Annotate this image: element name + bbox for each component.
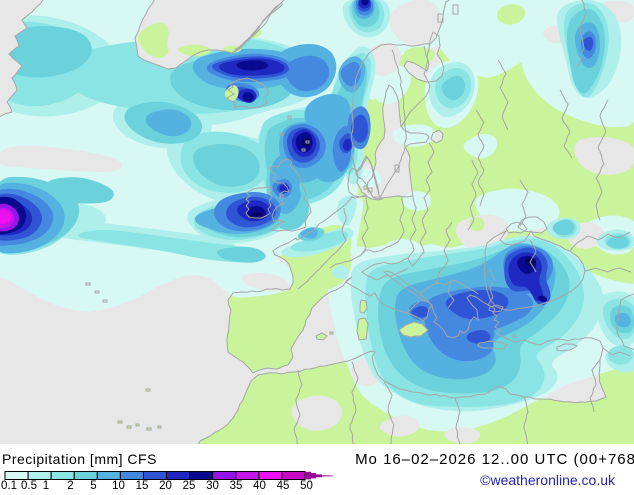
svg-text:20: 20 (159, 480, 172, 490)
svg-text:5: 5 (90, 480, 96, 490)
svg-text:0.1: 0.1 (1, 480, 17, 490)
svg-text:30: 30 (206, 480, 219, 490)
svg-text:0.5: 0.5 (21, 480, 37, 490)
svg-text:©weatheronline.co.uk: ©weatheronline.co.uk (480, 472, 616, 488)
svg-text:Mo 16–02–2026 12..00 UTC (00+7: Mo 16–02–2026 12..00 UTC (00+768 (355, 451, 634, 468)
svg-text:10: 10 (112, 480, 125, 490)
svg-text:45: 45 (277, 480, 290, 490)
svg-text:35: 35 (230, 480, 243, 490)
svg-text:1: 1 (43, 480, 49, 490)
svg-text:50: 50 (300, 480, 313, 490)
svg-text:25: 25 (183, 480, 196, 490)
svg-text:15: 15 (136, 480, 149, 490)
svg-text:Precipitation [mm] CFS: Precipitation [mm] CFS (2, 451, 157, 467)
svg-text:2: 2 (67, 480, 73, 490)
svg-text:40: 40 (253, 480, 266, 490)
